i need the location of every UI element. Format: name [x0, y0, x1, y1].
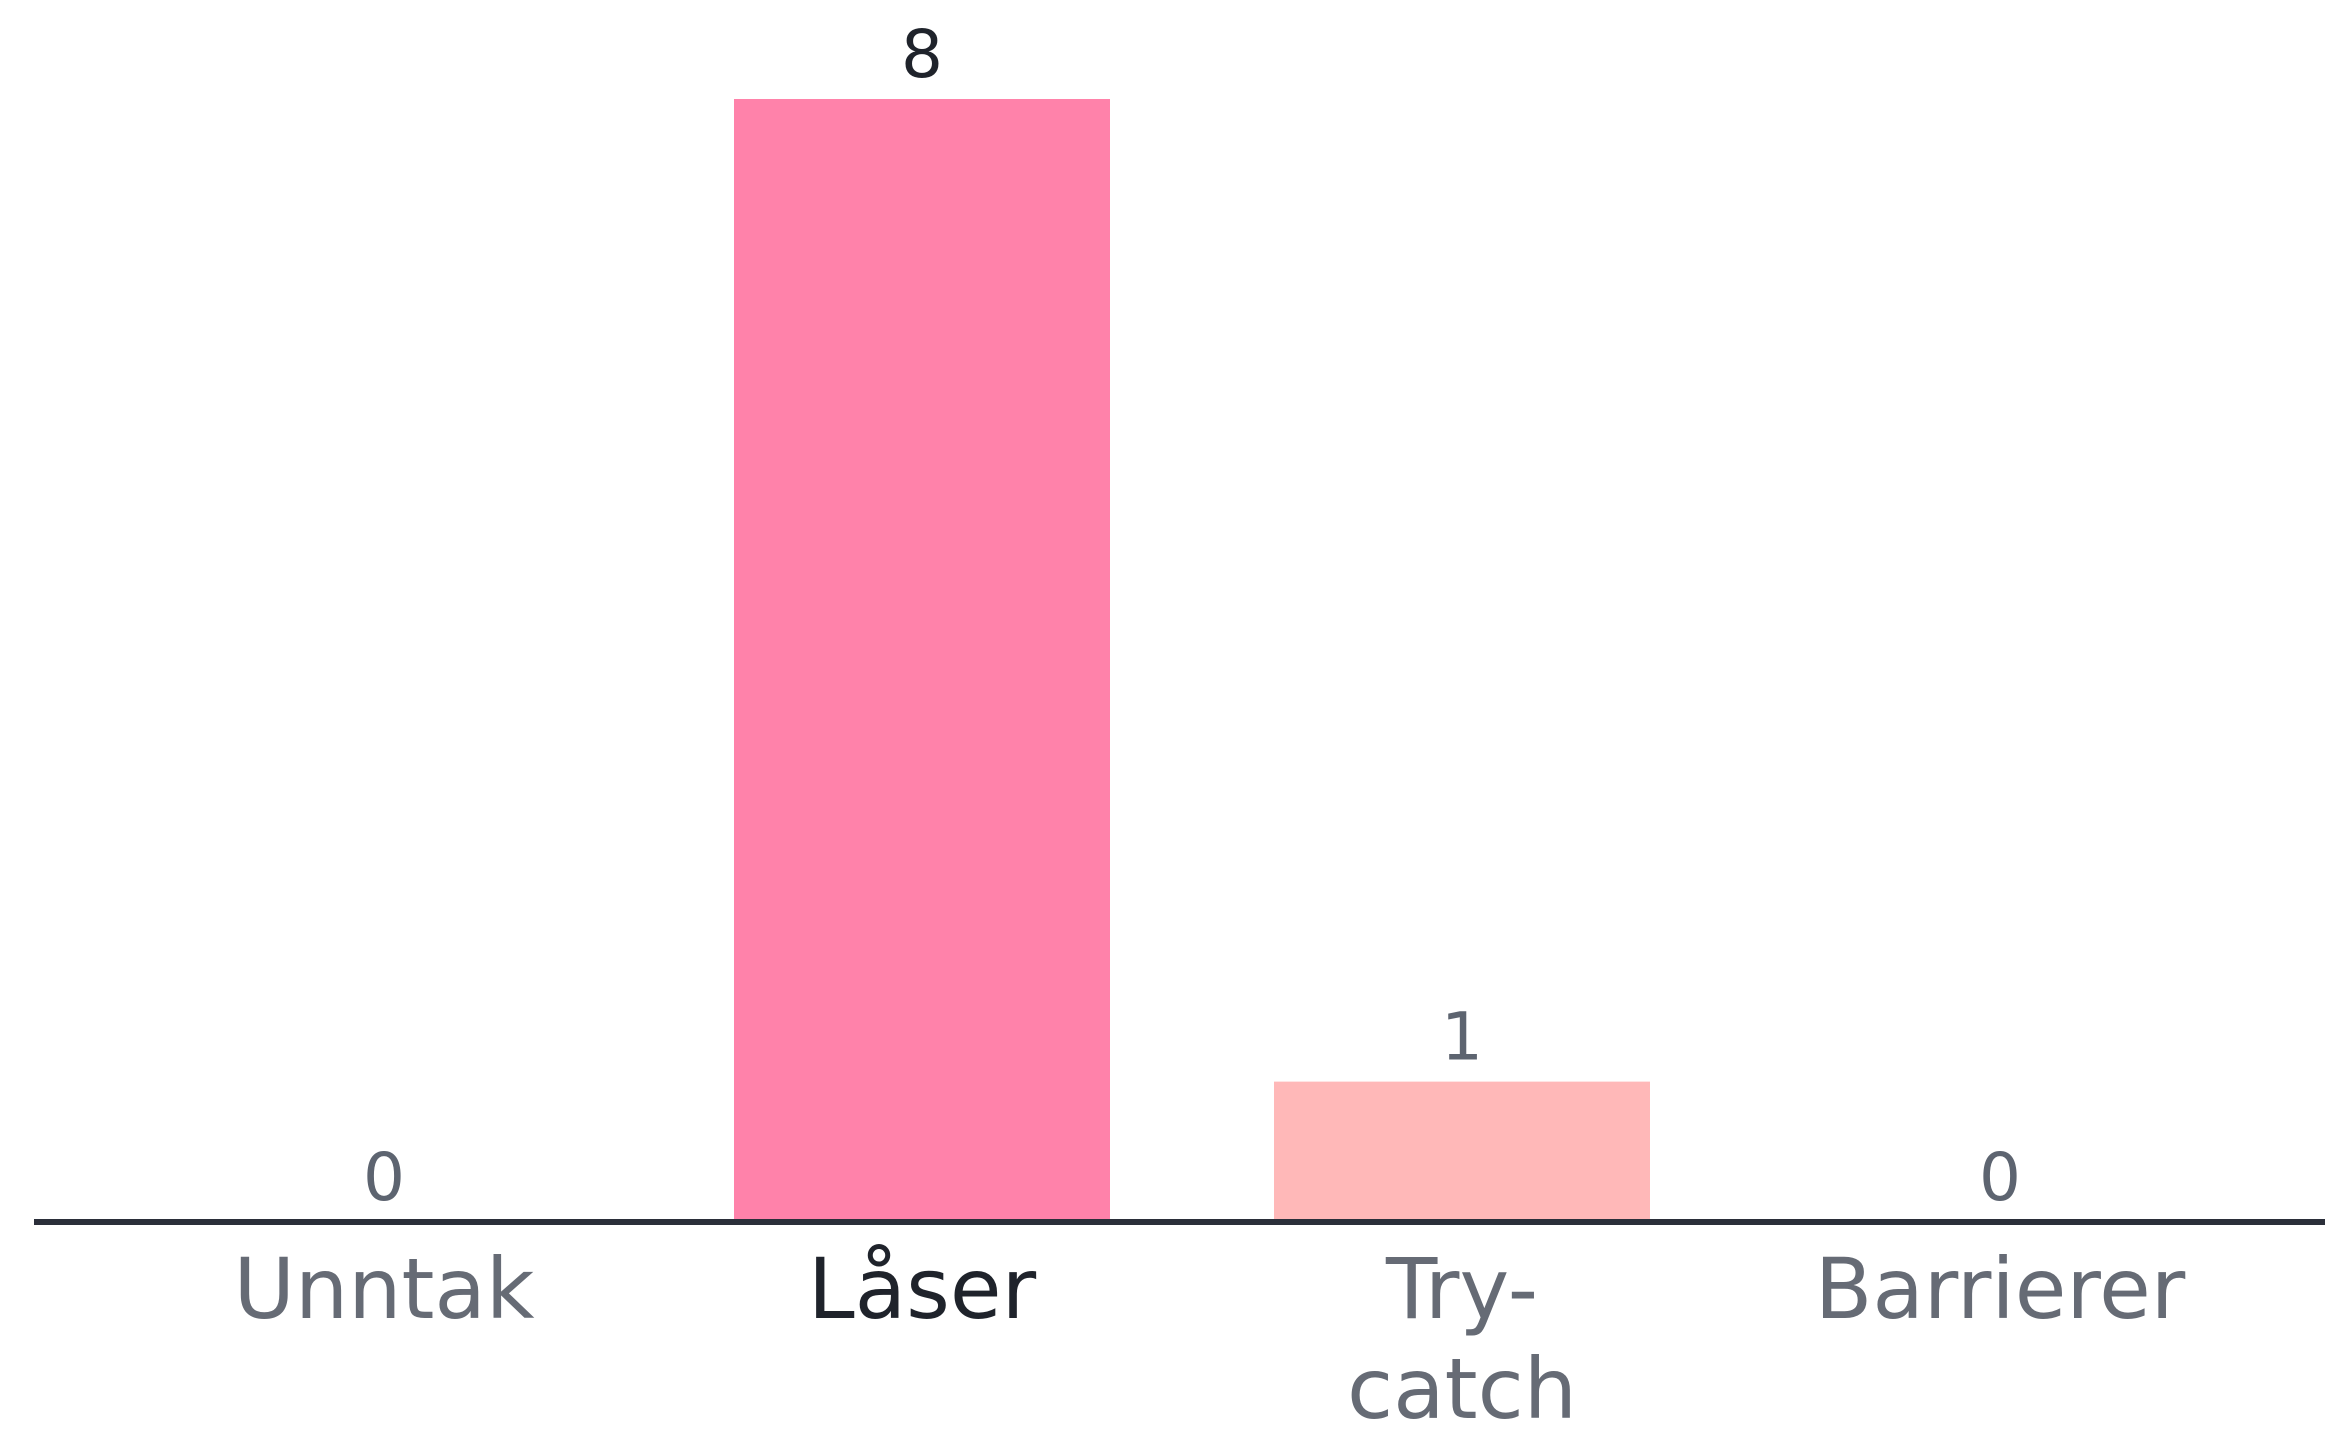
x-tick-label-0: Unntak [233, 1240, 534, 1338]
x-tick-label-2-line-0: Try- [1385, 1240, 1538, 1338]
x-tick-label-3: Barrierer [1815, 1240, 2186, 1338]
value-labels-group: 0 8 1 0 [363, 16, 2021, 1216]
bar-1 [734, 99, 1110, 1219]
value-label-2: 1 [1441, 999, 1483, 1076]
bar-2 [1274, 1082, 1650, 1219]
value-label-0: 0 [363, 1139, 405, 1216]
x-tick-label-2-line-1: catch [1347, 1340, 1577, 1431]
bars-group [734, 99, 1650, 1219]
value-label-1: 8 [901, 16, 943, 93]
value-label-3: 0 [1979, 1139, 2021, 1216]
x-tick-labels-group: Unntak Låser Try-catch Barrierer [233, 1240, 2185, 1431]
x-tick-label-1: Låser [808, 1240, 1037, 1338]
